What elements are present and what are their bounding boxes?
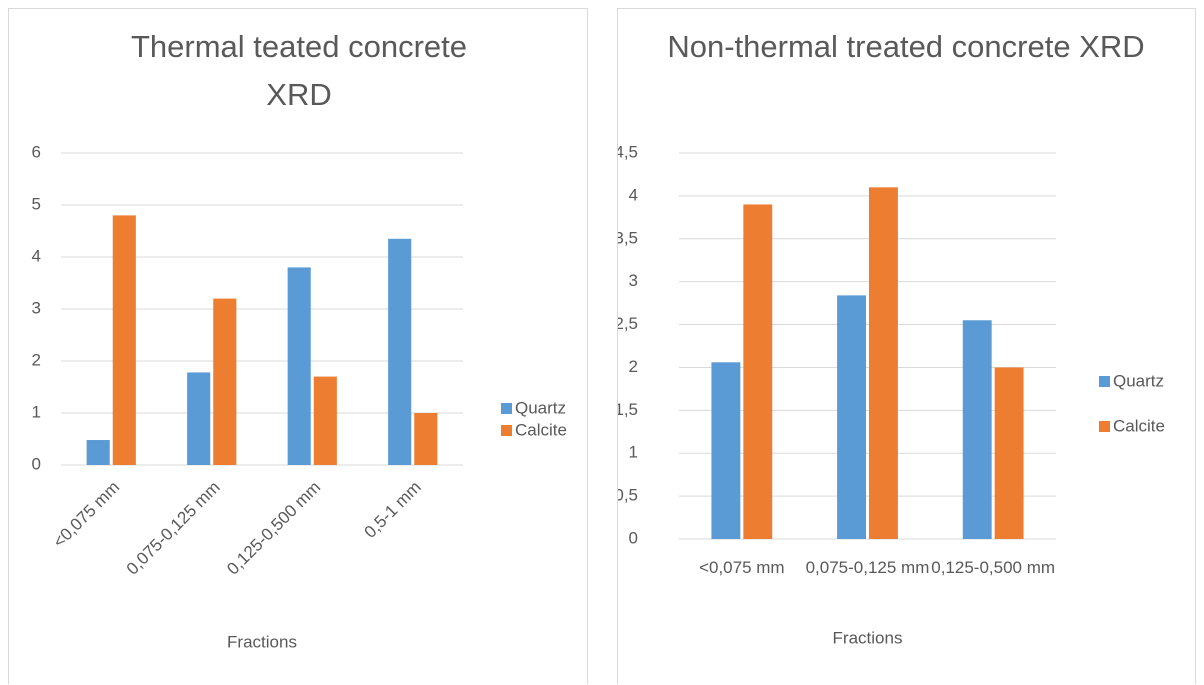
x-tick-label: 0,125-0,500 mm: [931, 558, 1056, 577]
bar: [313, 376, 337, 465]
bar: [112, 215, 136, 465]
bar: [187, 372, 211, 465]
bar: [287, 267, 311, 465]
y-tick-label: 0: [629, 528, 638, 547]
chart-title: Thermal teated concrete XRD: [130, 29, 467, 112]
y-tick-label: 6: [32, 142, 41, 161]
y-tick-label: 3: [629, 271, 638, 290]
bar: [414, 413, 438, 465]
legend-swatch: [1099, 421, 1110, 432]
x-tick-label: <0,075 mm: [49, 478, 123, 552]
bar: [837, 295, 866, 539]
x-tick-label: 0,5-1 mm: [361, 478, 425, 542]
bar: [743, 204, 773, 539]
x-tick-label: 0,075-0,125 mm: [805, 558, 930, 577]
y-tick-label: 4: [629, 185, 638, 204]
y-tick-label: 2: [32, 350, 41, 369]
bar: [388, 238, 412, 465]
x-tick-label: 0,075-0,125 mm: [123, 478, 224, 579]
bar: [711, 362, 741, 539]
x-tick-label: <0,075 mm: [699, 558, 785, 577]
chart-title: Non-thermal treated concrete XRD: [667, 29, 1145, 64]
y-tick-label: 1,5: [618, 400, 638, 419]
legend-swatch: [501, 425, 512, 436]
bar: [86, 440, 110, 465]
bar: [869, 187, 898, 540]
chart: 0 1 2 3 4 5 6 <0,075 mm 0,075-0,125 mm 0,125-0,50…: [32, 142, 567, 651]
y-tick-label: 4: [32, 246, 41, 265]
legend-label: Quartz: [1113, 371, 1164, 390]
legend-label: Calcite: [515, 420, 567, 439]
legend-swatch: [501, 403, 512, 414]
y-tick-label: 3,5: [618, 228, 638, 247]
legend-label: Quartz: [515, 398, 566, 417]
y-tick-label: 1: [32, 402, 41, 421]
y-tick-label: 5: [32, 194, 41, 213]
x-axis-title: Fractions: [833, 628, 903, 647]
x-tick-label: 0,125-0,500 mm: [223, 478, 324, 579]
bar: [962, 320, 992, 539]
y-tick-label: 4,5: [618, 142, 638, 161]
chart-panel: 0 1 2 3 4 5 6 <0,075 mm 0,075-0,125 mm 0,125-0,50…: [8, 8, 588, 684]
y-tick-label: 3: [32, 298, 41, 317]
x-axis-title: Fractions: [227, 632, 297, 651]
legend-swatch: [1099, 376, 1110, 387]
chart: 0 0,5 1 1,5 2 2,5 3 3,5 4 4,5 Fractions Quartz Calci…: [618, 142, 1165, 647]
y-tick-label: 1: [629, 443, 638, 462]
bar: [213, 298, 237, 465]
y-tick-label: 2,5: [618, 314, 638, 333]
y-tick-label: 0,5: [618, 486, 638, 505]
y-tick-label: 2: [629, 357, 638, 376]
chart-panel: 0 0,5 1 1,5 2 2,5 3 3,5 4 4,5 Fractions Quartz Calci…: [617, 8, 1196, 684]
y-tick-label: 0: [32, 454, 41, 473]
legend-label: Calcite: [1113, 416, 1165, 435]
bar: [994, 367, 1024, 539]
